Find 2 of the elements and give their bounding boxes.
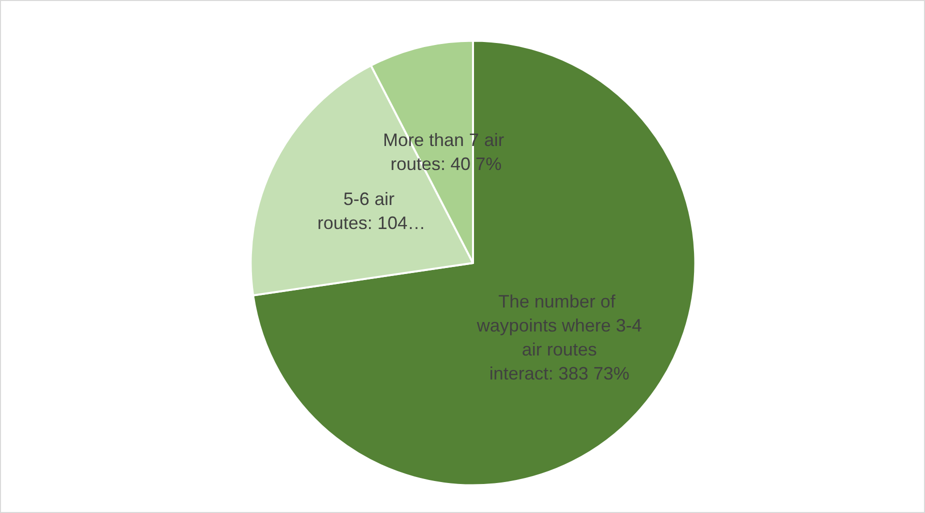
slice-label: The number of waypoints where 3-4 air routes interact: 383 73% xyxy=(476,292,642,384)
slice-label: 5-6 air routes: 104… xyxy=(317,188,426,233)
